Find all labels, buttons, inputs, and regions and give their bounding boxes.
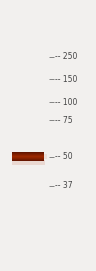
- Text: -- 150: -- 150: [55, 75, 77, 84]
- Text: -- 250: -- 250: [55, 52, 77, 61]
- Bar: [12, 160, 45, 165]
- Text: -- 75: -- 75: [55, 116, 72, 125]
- Text: -- 50: -- 50: [55, 152, 72, 161]
- Text: -- 100: -- 100: [55, 98, 77, 107]
- Bar: [44, 154, 47, 159]
- Text: -- 37: -- 37: [55, 181, 72, 191]
